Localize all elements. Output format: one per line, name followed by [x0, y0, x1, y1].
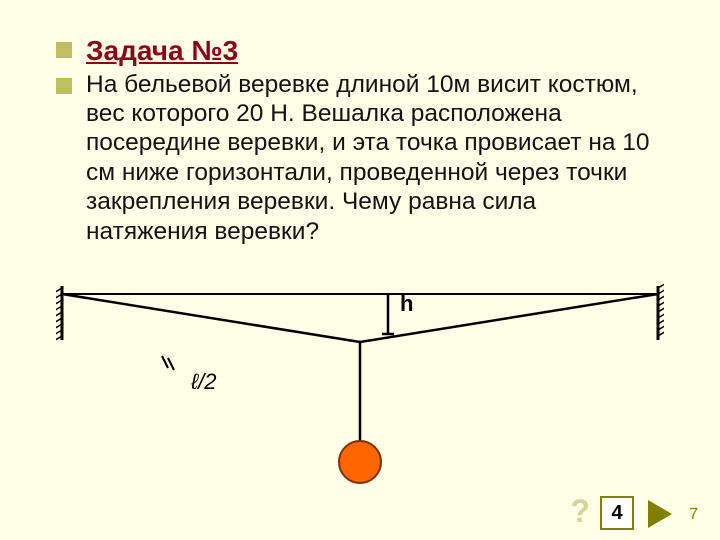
rope-diagram: h ℓ/2 [56, 284, 664, 514]
bullet-icon [56, 42, 72, 58]
problem-title: Задача №3 [86, 34, 238, 68]
help-icon[interactable]: ? [570, 493, 590, 530]
bullet-icon [56, 78, 72, 94]
next-icon[interactable] [648, 500, 672, 528]
height-label: h [400, 291, 413, 317]
page-number: 7 [689, 506, 698, 524]
problem-body: На бельевой веревке длиной 10м висит кос… [86, 70, 664, 246]
step-box[interactable]: 4 [600, 496, 634, 530]
half-length-label: ℓ/2 [191, 369, 216, 395]
